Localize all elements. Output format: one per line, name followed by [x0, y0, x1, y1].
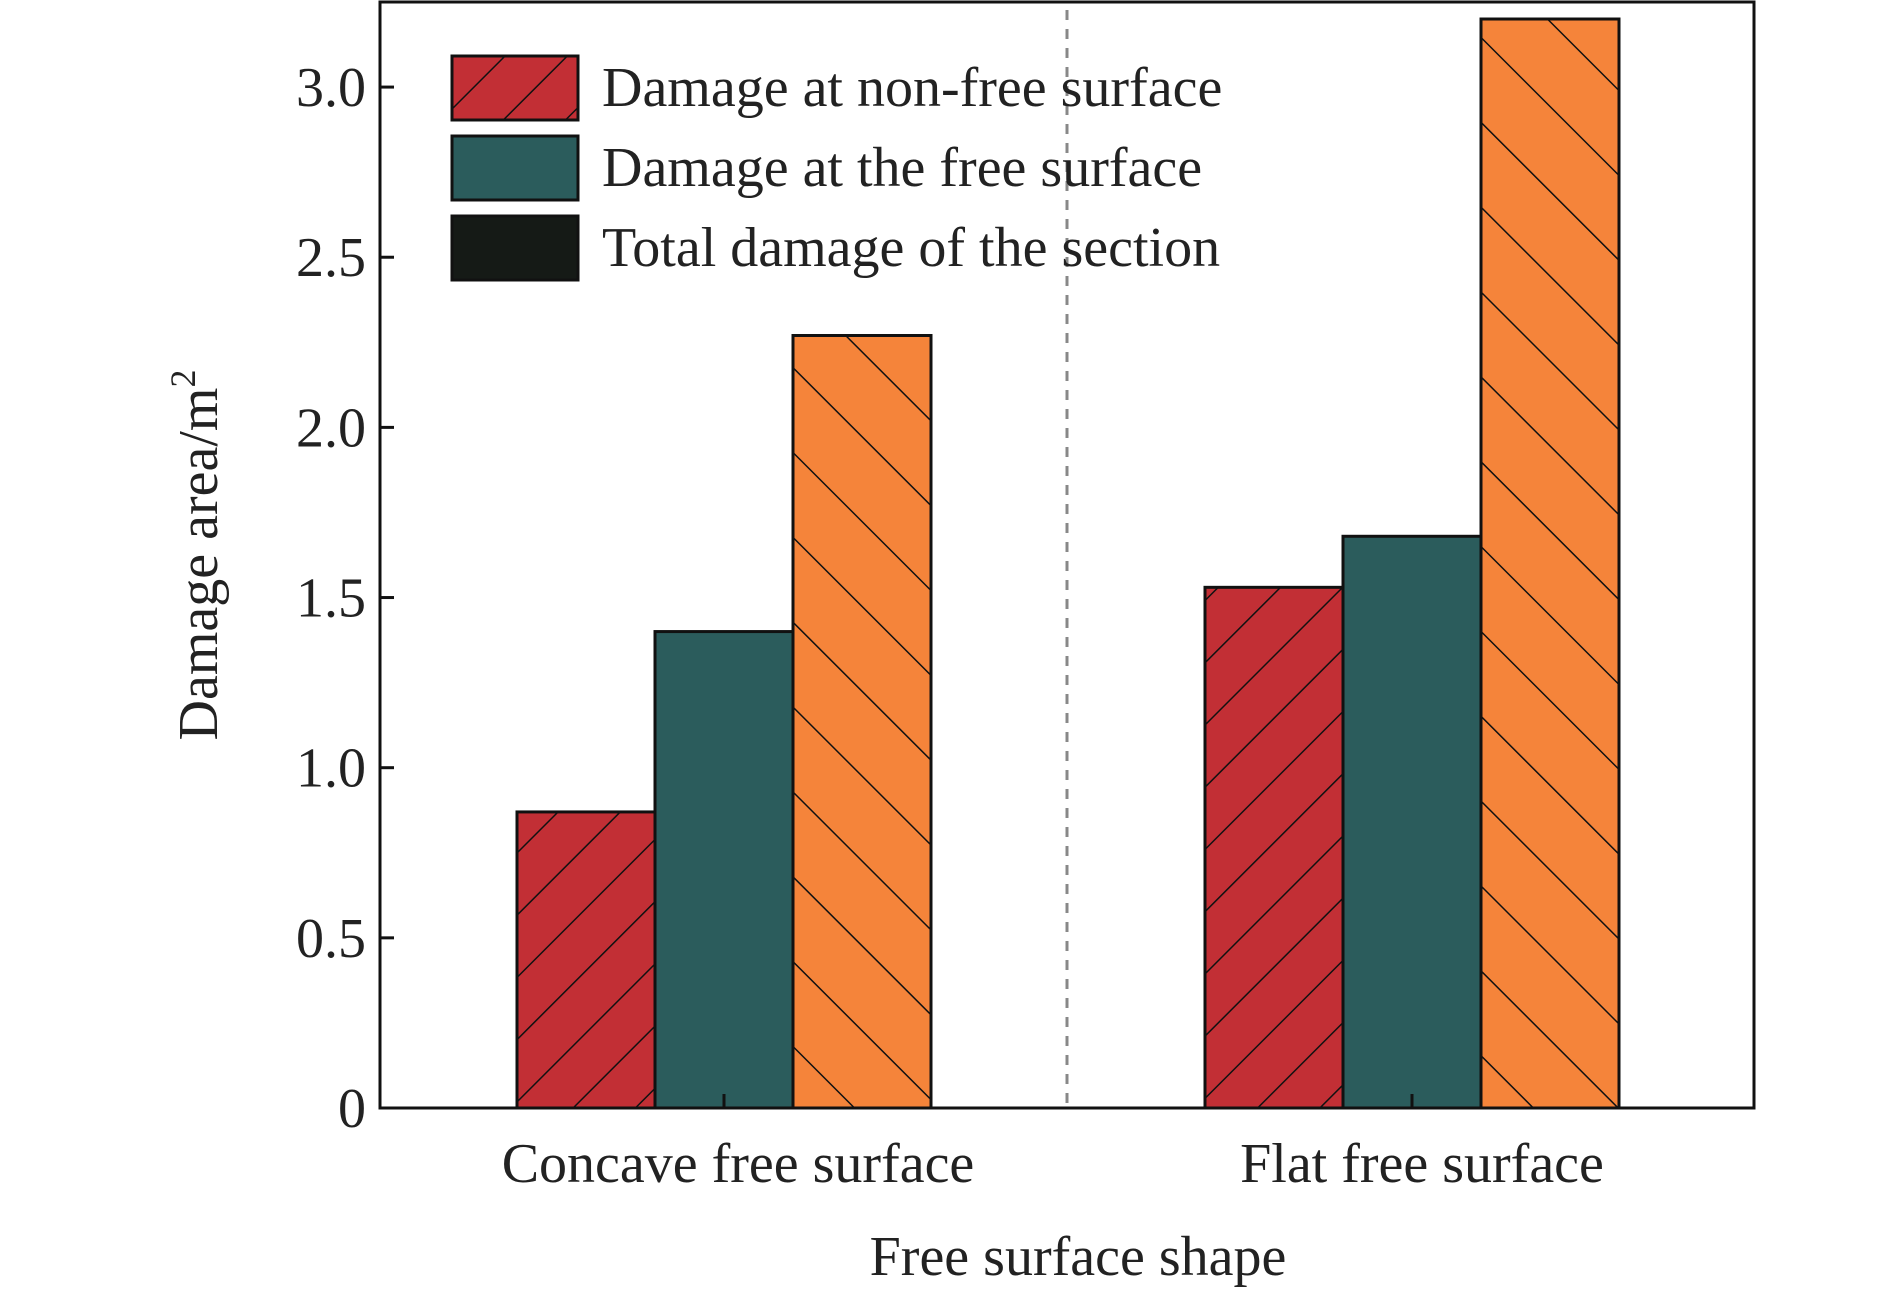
bar-2-1	[655, 631, 793, 1108]
legend-label-3: Total damage of the section	[602, 217, 1220, 279]
plot-area	[378, 0, 1756, 1110]
bars-group	[515, 17, 1621, 1110]
y-axis: 0 0.5 1.0 1.5 2.0 2.5 3.0	[296, 57, 394, 1140]
y-tick-label: 1.5	[296, 568, 366, 630]
bar-2-2	[1343, 536, 1481, 1108]
y-tick-label: 0	[338, 1078, 366, 1140]
bar-outline-3-1	[791, 334, 933, 1110]
y-axis-title-superscript: 2	[163, 370, 203, 388]
y-axis-title-text: Damage area/m	[168, 388, 230, 741]
legend-swatch-outline-3	[450, 214, 580, 282]
y-tick-label: 2.0	[296, 397, 366, 459]
bar-outline-3-2	[1479, 17, 1621, 1110]
x-axis: Concave free surface Flat free surface	[502, 1094, 1604, 1195]
x-tick-label: Flat free surface	[1240, 1133, 1604, 1195]
x-tick-label: Concave free surface	[502, 1133, 975, 1195]
y-tick-label: 2.5	[296, 227, 366, 289]
legend-swatch-2	[452, 136, 578, 200]
bar-hatch-3-1	[793, 335, 931, 1108]
legend-swatch-outline-1	[450, 54, 580, 122]
bar-hatch-1-2	[1205, 587, 1343, 1108]
legend-swatch-outline-2	[450, 134, 580, 202]
legend-swatch-3	[452, 216, 578, 280]
y-axis-title: Damage area/m2	[163, 370, 230, 741]
y-tick-label: 3.0	[296, 57, 366, 119]
x-axis-title: Free surface shape	[870, 1226, 1287, 1288]
legend-label-1: Damage at non-free surface	[602, 57, 1222, 119]
bar-hatch-3-2	[1481, 19, 1619, 1109]
legend-label-2: Damage at the free surface	[602, 137, 1202, 199]
y-tick-label: 0.5	[296, 908, 366, 970]
y-tick-label: 1.0	[296, 738, 366, 800]
legend: Damage at non-free surface Damage at the …	[450, 54, 1222, 282]
legend-swatch-hatch-1	[452, 56, 578, 120]
bar-hatch-1-1	[517, 811, 655, 1108]
